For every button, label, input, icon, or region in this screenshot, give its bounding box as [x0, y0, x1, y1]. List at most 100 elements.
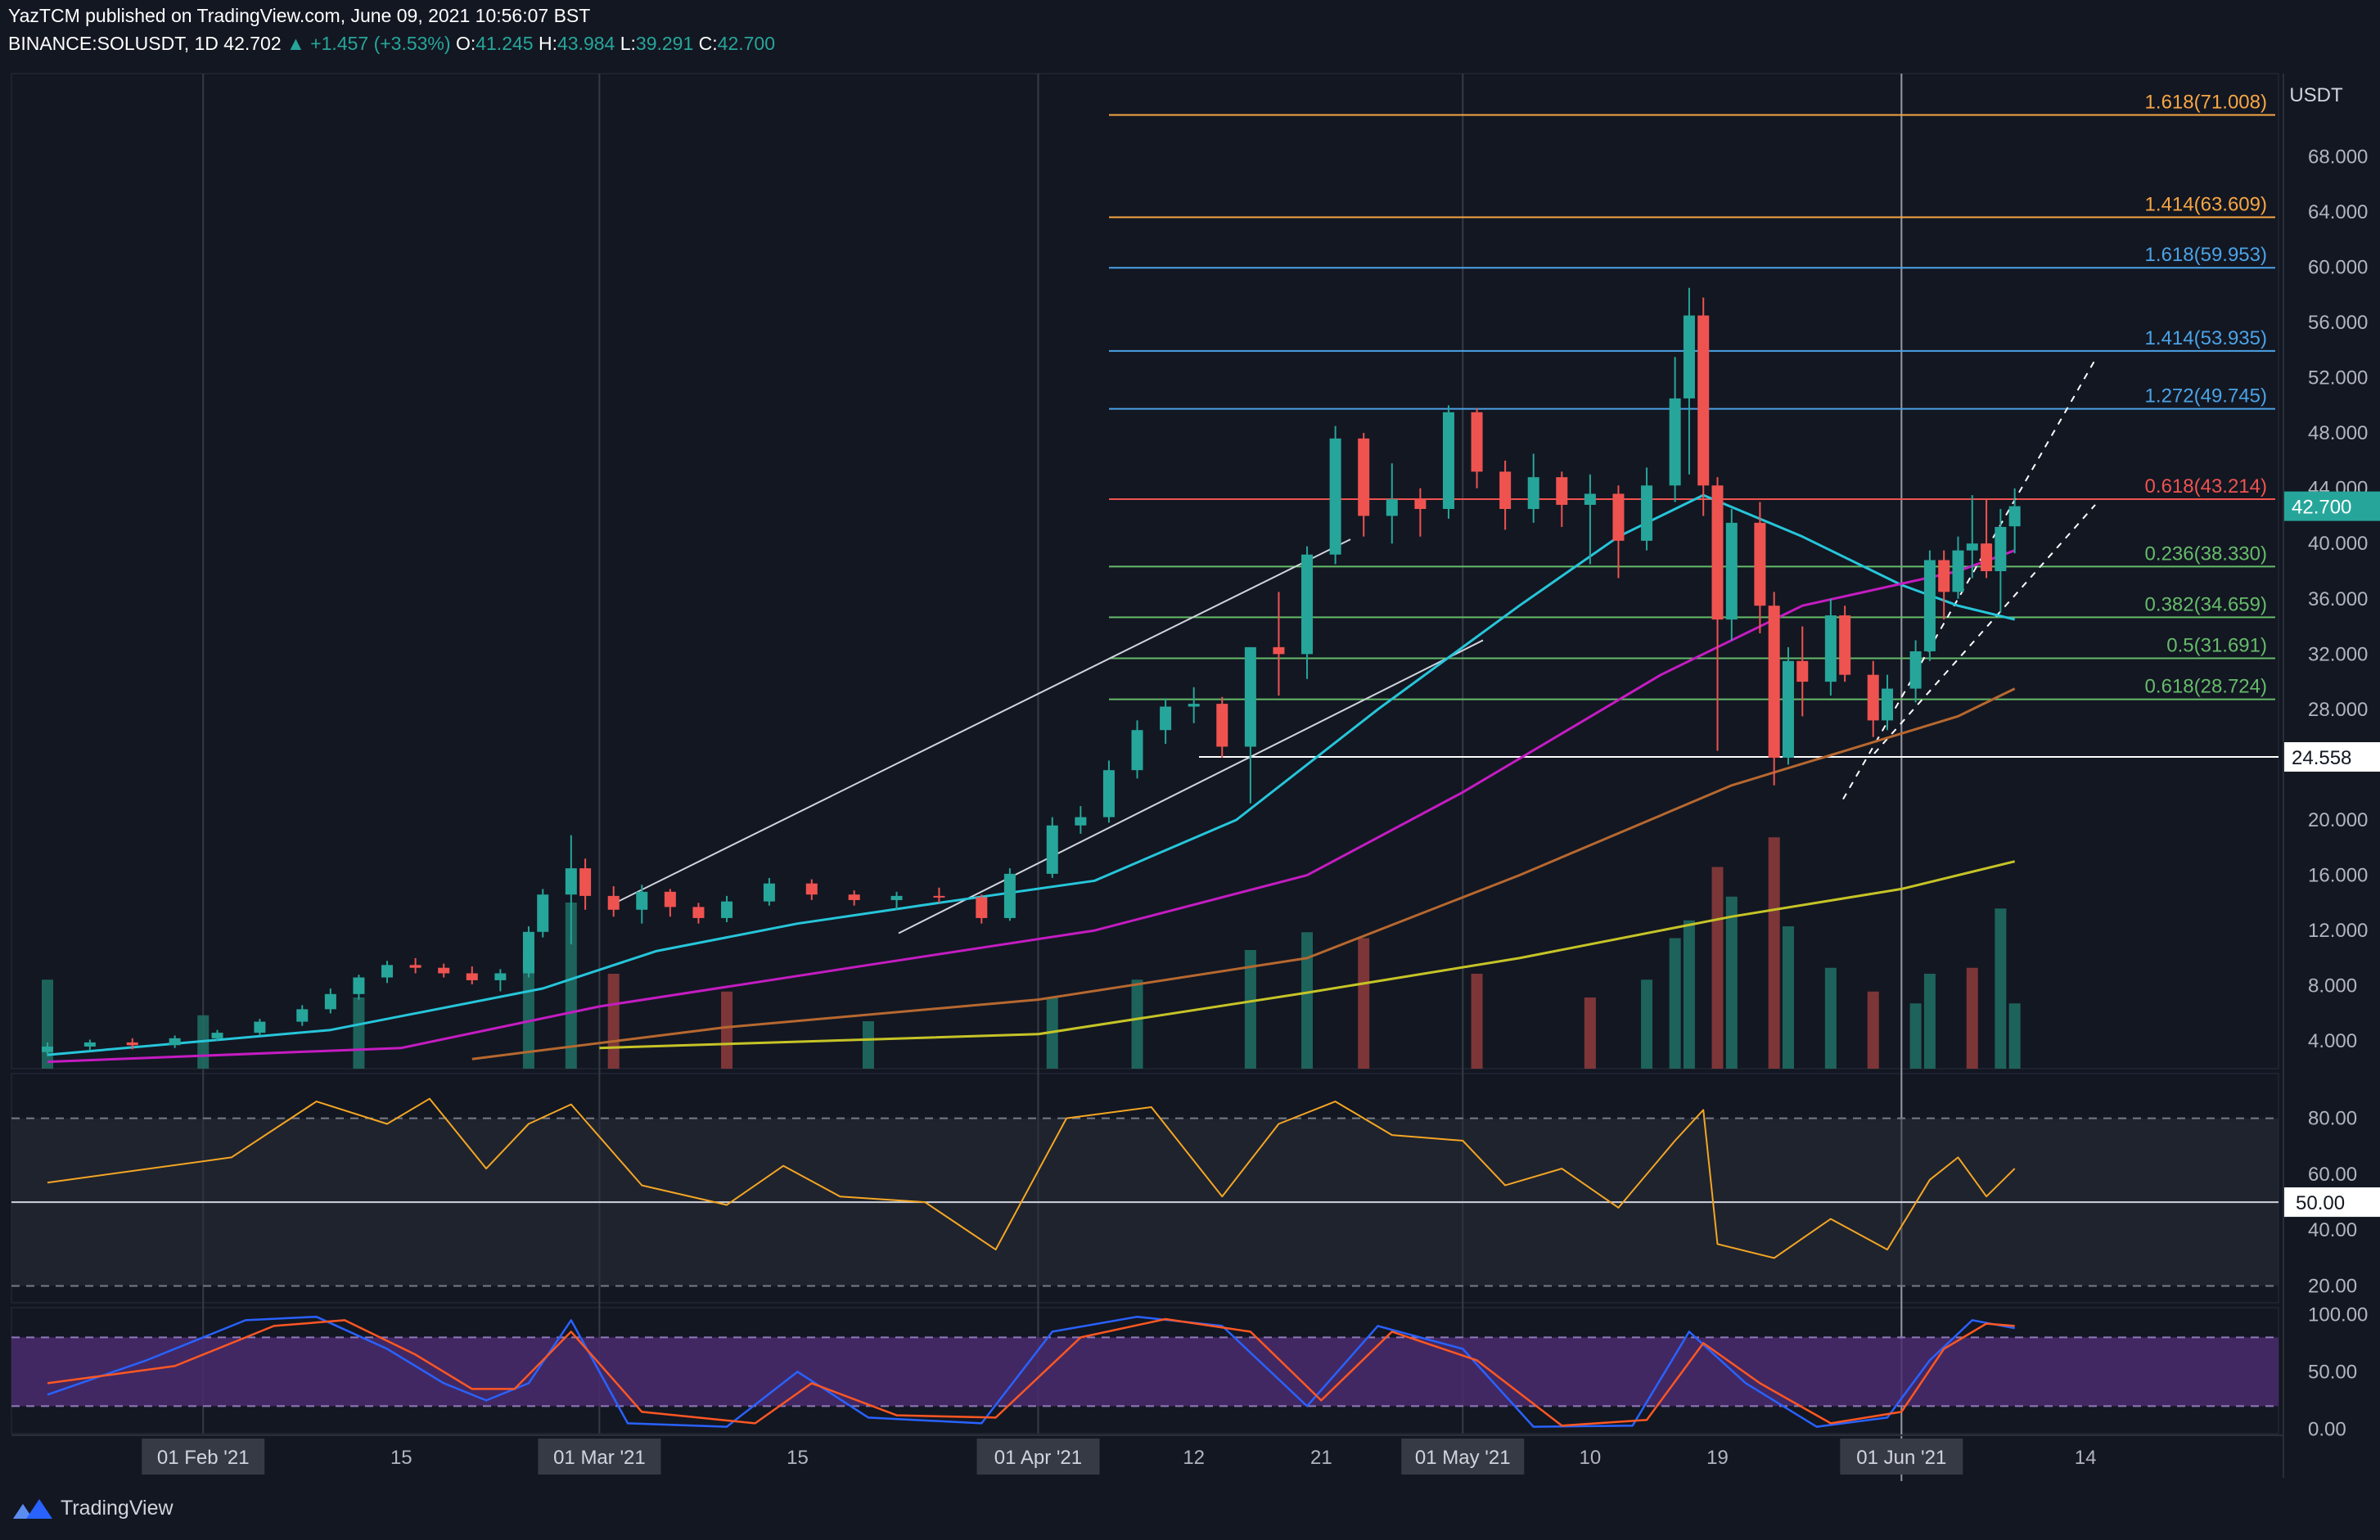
- volume-bar: [1301, 932, 1314, 1069]
- candle-body: [1697, 315, 1710, 486]
- tradingview-logo-icon: [13, 1499, 52, 1519]
- volume-bar: [42, 979, 53, 1069]
- fib-level-label: 1.618(59.953): [2145, 244, 2267, 266]
- candle-body: [1244, 646, 1256, 747]
- candle-body: [721, 901, 733, 918]
- stoch-axis-tick: 100.00: [2308, 1304, 2368, 1326]
- support-price-label: 24.558: [2292, 747, 2351, 769]
- candle-body: [1301, 554, 1314, 655]
- candle-body: [254, 1021, 266, 1033]
- candle-body: [126, 1042, 138, 1046]
- candle-body: [1711, 485, 1724, 620]
- price-axis-tick: 20.000: [2308, 809, 2368, 831]
- time-axis-label-box: [1840, 1439, 1963, 1475]
- candle-body: [1768, 606, 1780, 758]
- candle-body: [848, 894, 860, 900]
- candle-body: [664, 891, 676, 907]
- fib-level-label: 0.5(31.691): [2166, 635, 2267, 657]
- price-axis-tick: 36.000: [2308, 588, 2368, 610]
- candle-body: [1952, 550, 1964, 592]
- candle-body: [890, 895, 903, 900]
- candle-body: [636, 891, 648, 910]
- time-axis-label: 10: [1580, 1447, 1602, 1469]
- time-axis-label: 01 Mar '21: [553, 1447, 646, 1469]
- volume-bar: [522, 956, 534, 1069]
- candle-body: [976, 897, 988, 918]
- candle-body: [1612, 493, 1625, 541]
- fib-level-label: 1.272(49.745): [2145, 385, 2267, 408]
- ema-50-line: [47, 549, 2016, 1064]
- time-axis-label-box: [976, 1439, 1100, 1475]
- fib-level-label: 0.618(28.724): [2145, 676, 2267, 698]
- time-axis-label: 14: [2075, 1447, 2097, 1469]
- time-axis-label: 01 Feb '21: [157, 1447, 250, 1469]
- fib-level-label: 1.414(63.609): [2145, 193, 2267, 215]
- low-value: 39.291: [635, 33, 694, 54]
- symbol-name[interactable]: BINANCE:SOLUSDT, 1D: [8, 33, 219, 54]
- candle-body: [1131, 730, 1143, 771]
- candle-body: [1938, 560, 1950, 592]
- volume-bar: [1358, 938, 1370, 1069]
- rsi-current-label: 50.00: [2296, 1192, 2345, 1214]
- candle-body: [409, 965, 421, 968]
- candle-body: [353, 977, 365, 994]
- candle-body: [438, 967, 450, 974]
- candle-body: [324, 993, 336, 1010]
- close-value: 42.700: [717, 33, 776, 54]
- candle-body: [933, 895, 945, 898]
- candle-body: [1584, 493, 1596, 505]
- price-axis-tick: 12.000: [2308, 920, 2368, 942]
- close-label: C:: [698, 33, 718, 54]
- volume-bar: [1471, 974, 1483, 1069]
- rsi-axis-tick: 40.00: [2308, 1219, 2357, 1241]
- candle-body: [1683, 315, 1695, 399]
- volume-bar: [1683, 920, 1695, 1069]
- candle-body: [494, 973, 507, 980]
- volume-bar: [1131, 979, 1143, 1069]
- candle-body: [1471, 412, 1483, 472]
- volume-bar: [1768, 837, 1780, 1069]
- volume-bar: [721, 991, 733, 1069]
- candle-body: [1839, 615, 1851, 675]
- tradingview-brand[interactable]: TradingView: [11, 1494, 174, 1522]
- time-axis-label: 15: [390, 1447, 412, 1469]
- stoch-d-line: [47, 1317, 2015, 1427]
- stoch-axis-tick: 0.00: [2308, 1418, 2346, 1440]
- volume-bar: [1782, 926, 1794, 1069]
- volume-bar: [1824, 967, 1837, 1069]
- candle-body: [1981, 543, 1993, 571]
- volume-bar: [1995, 908, 2007, 1069]
- volume-bar: [1867, 991, 1879, 1069]
- volume-bar: [2008, 1003, 2021, 1069]
- candle-body: [2008, 506, 2021, 527]
- candle-body: [1003, 873, 1016, 918]
- ema-200-line: [599, 860, 2016, 1050]
- candle-body: [1641, 485, 1653, 541]
- candle-body: [1527, 477, 1539, 509]
- price-axis-tick: 40.000: [2308, 533, 2368, 555]
- price-axis-tick: 28.000: [2308, 699, 2368, 721]
- price-axis-tick: 56.000: [2308, 312, 2368, 334]
- rsi-line: [47, 1097, 2016, 1259]
- time-axis-label: 01 Jun '21: [1856, 1447, 1946, 1469]
- candle-body: [565, 868, 577, 895]
- candle-body: [42, 1046, 53, 1052]
- price-axis-tick: 4.000: [2308, 1030, 2357, 1052]
- candle-body: [1188, 704, 1200, 707]
- candle-body: [805, 883, 818, 895]
- rsi-axis-tick: 80.00: [2308, 1108, 2357, 1130]
- open-label: O:: [455, 33, 476, 54]
- volume-bar: [1966, 967, 1978, 1069]
- stoch-band: [11, 1337, 2279, 1407]
- fib-level-label: 1.414(53.935): [2145, 327, 2267, 349]
- candle-body: [1358, 438, 1370, 516]
- support-price-badge: [2283, 742, 2380, 772]
- volume-bar: [862, 1021, 874, 1069]
- price-axis-tick: 60.000: [2308, 256, 2368, 278]
- candle-body: [1669, 398, 1681, 486]
- stoch-k-line: [47, 1315, 2015, 1428]
- candle-body: [381, 965, 394, 978]
- candle-body: [1867, 674, 1879, 721]
